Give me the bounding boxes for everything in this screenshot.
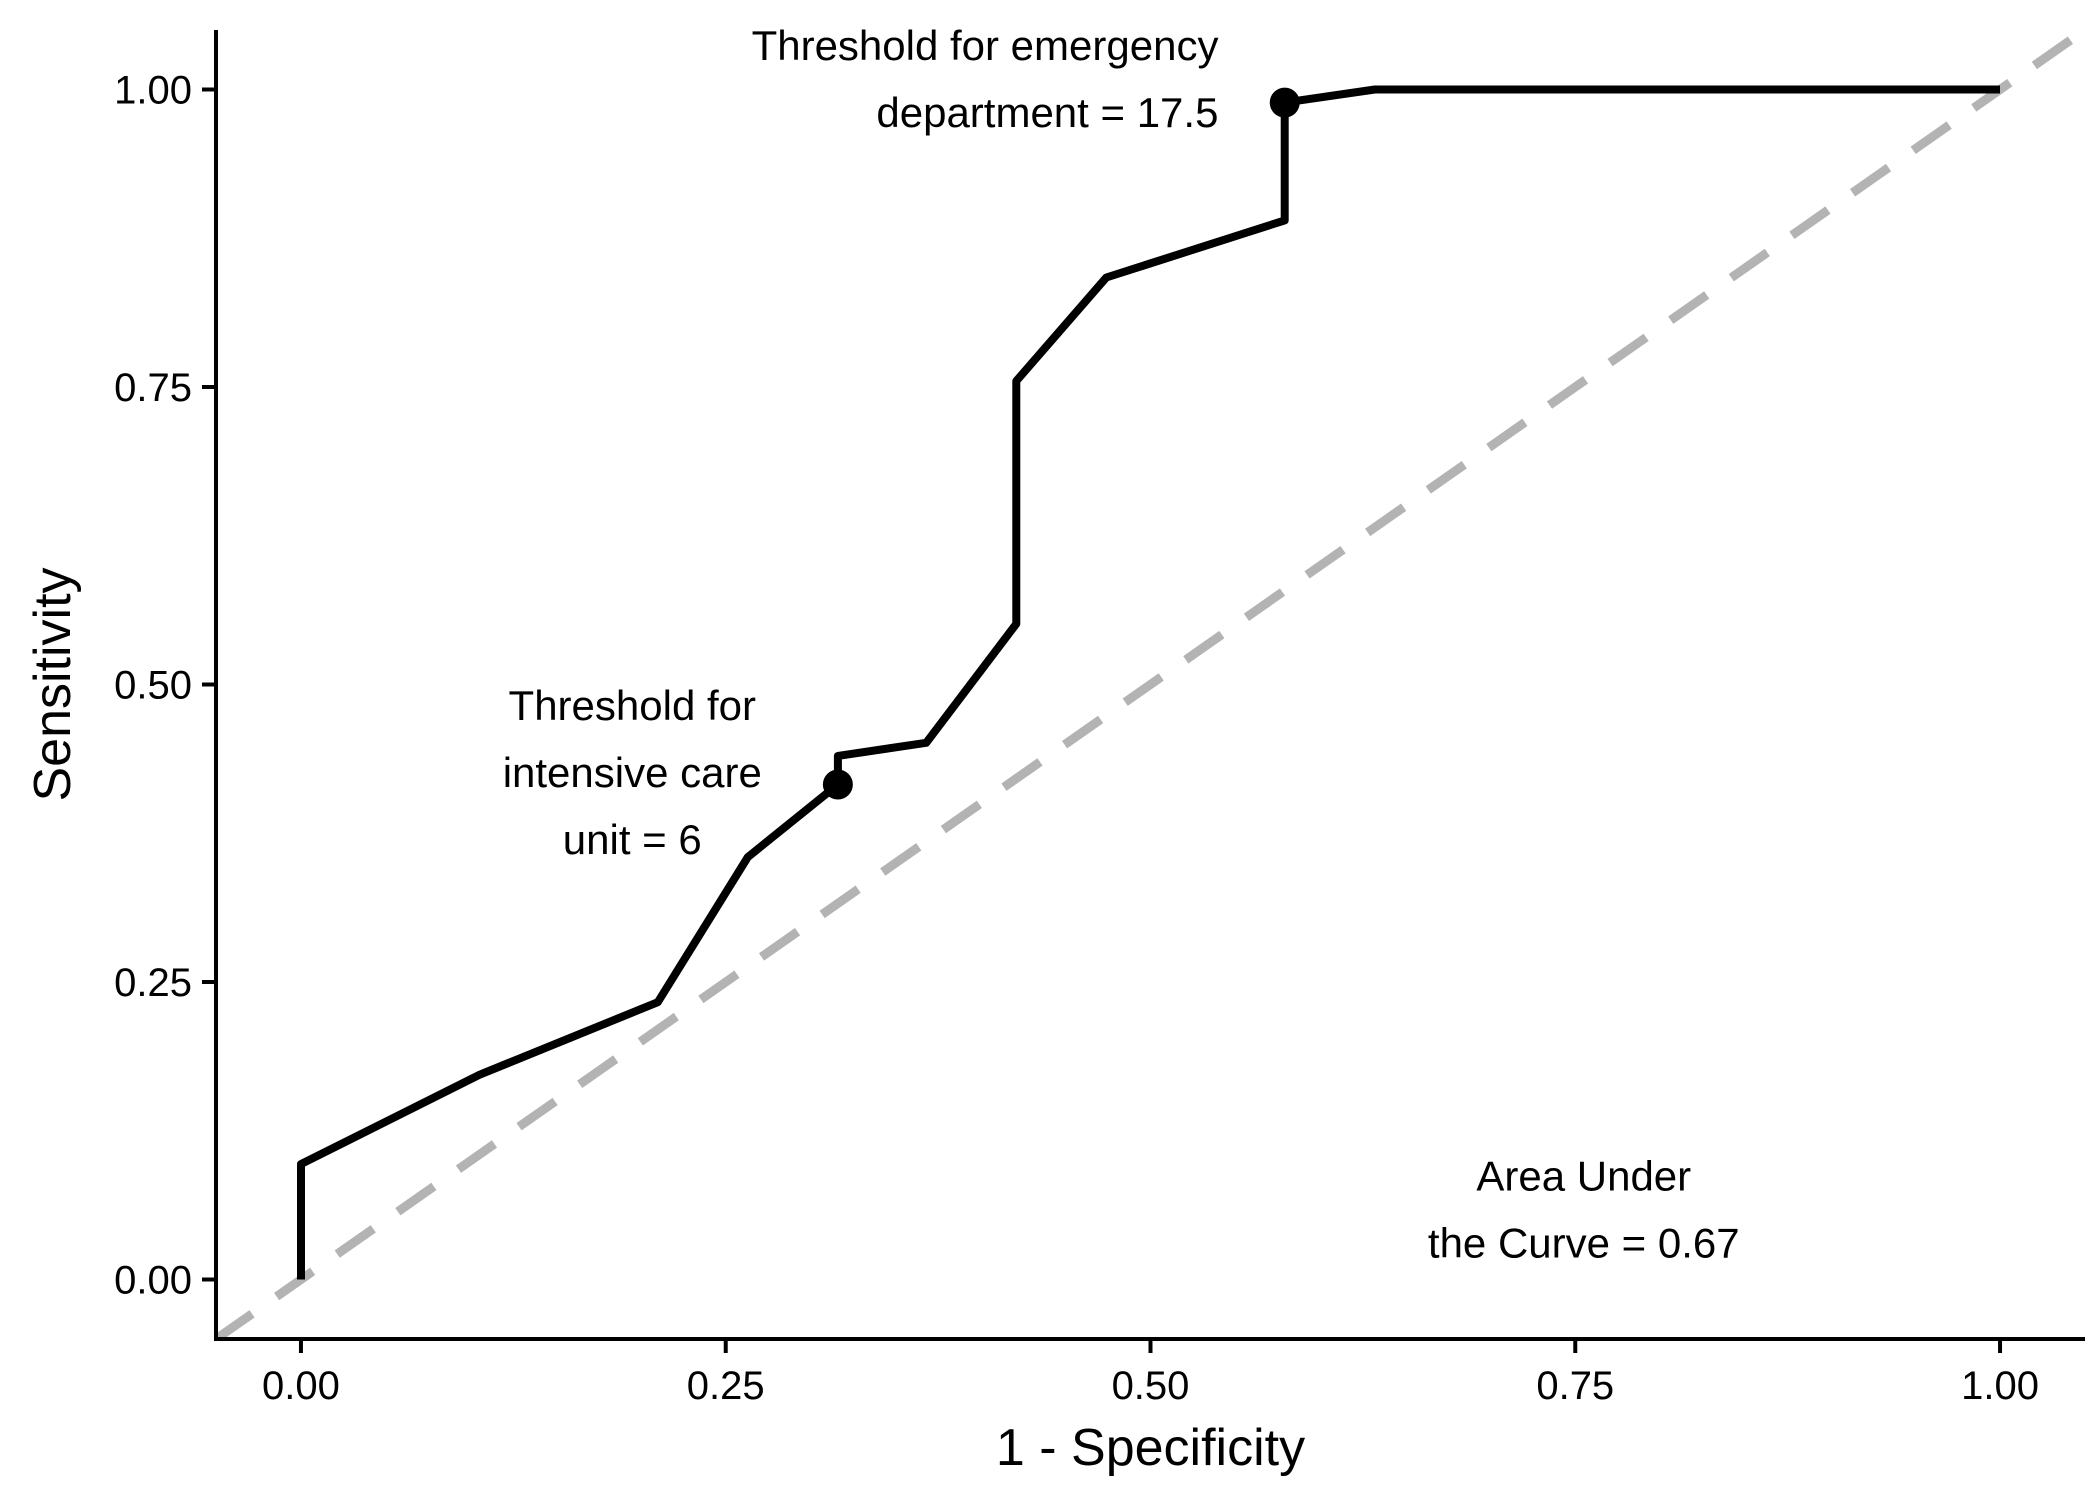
- y-tick-label: 0.25: [114, 961, 192, 1005]
- y-tick-label: 1.00: [114, 69, 192, 113]
- ticks: 0.00 0.25 0.50 0.75 1.00 0.00 0.25 0.50 0.75 1.00: [114, 69, 2039, 1409]
- plot-area: [216, 30, 2085, 1339]
- y-axis-title: Sensitivity: [24, 567, 82, 801]
- annotation-line: Threshold for: [509, 682, 756, 729]
- roc-curve-line: [297, 85, 2000, 1280]
- y-tick-label: 0.75: [114, 366, 192, 410]
- annotation-line: unit = 6: [563, 816, 702, 863]
- annotation-line: Area Under: [1476, 1152, 1691, 1199]
- y-tick-label: 0.50: [114, 664, 192, 708]
- x-tick-label: 1.00: [1961, 1364, 2039, 1408]
- x-tick-label: 0.00: [262, 1364, 340, 1408]
- x-tick-label: 0.75: [1536, 1364, 1614, 1408]
- annotations: Threshold for emergency department = 17.5…: [503, 22, 1740, 1267]
- threshold-point-1: [822, 769, 853, 800]
- annotation-line: Threshold for emergency: [752, 22, 1219, 69]
- x-tick-label: 0.50: [1112, 1364, 1190, 1408]
- x-axis-title: 1 - Specificity: [996, 1419, 1305, 1477]
- annotation-3: Area Under the Curve = 0.67: [1428, 1152, 1740, 1266]
- annotation-line: department = 17.5: [876, 89, 1218, 136]
- x-tick-label: 0.25: [687, 1364, 765, 1408]
- annotation-1: Threshold for emergency department = 17.5: [752, 22, 1219, 136]
- annotation-2: Threshold for intensive care unit = 6: [503, 682, 762, 863]
- annotation-line: intensive care: [503, 749, 762, 796]
- reference-diagonal-line: [216, 30, 2085, 1339]
- threshold-point-2: [1269, 87, 1300, 118]
- annotation-line: the Curve = 0.67: [1428, 1219, 1740, 1266]
- y-tick-label: 0.00: [114, 1259, 192, 1303]
